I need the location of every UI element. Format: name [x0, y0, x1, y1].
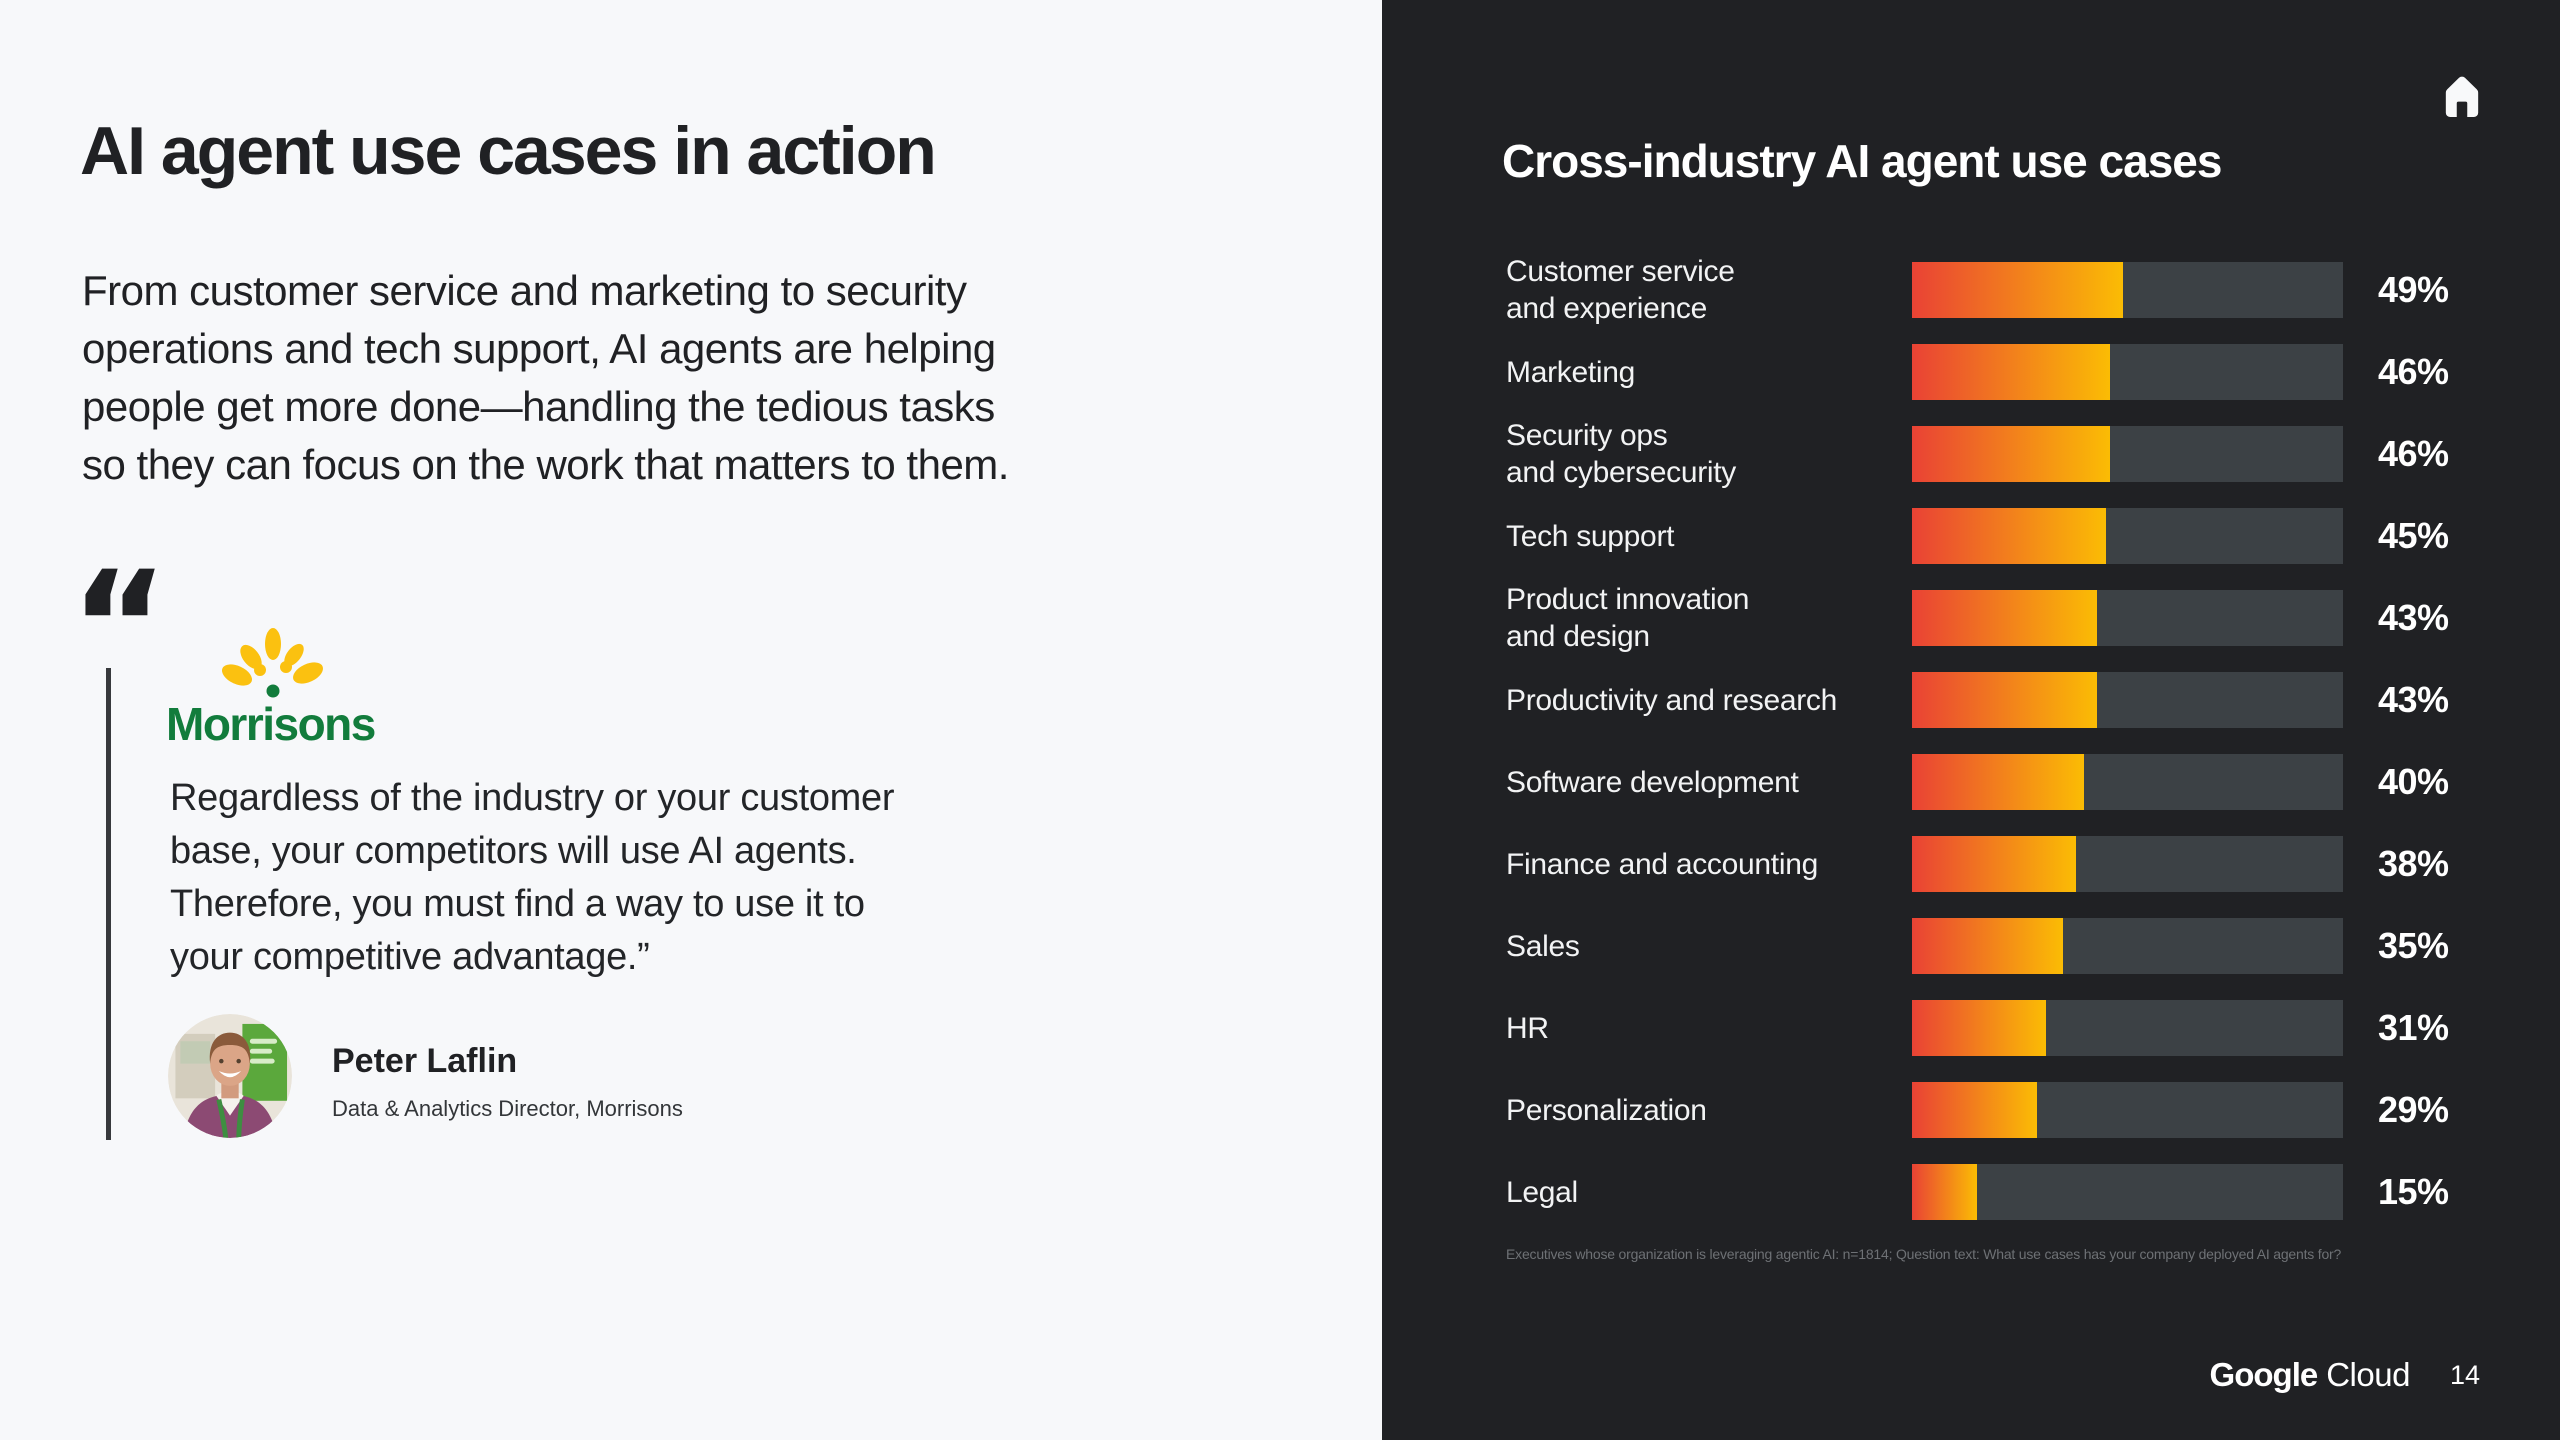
google-cloud-logo: Google Cloud	[2209, 1356, 2411, 1394]
bar-category-label: Sales	[1506, 929, 1580, 963]
footer: Google Cloud 14	[2210, 1356, 2480, 1394]
author-name: Peter Laflin	[332, 1042, 518, 1080]
bar-value: 45%	[2378, 515, 2449, 556]
bar-value: 15%	[2378, 1171, 2449, 1212]
left-panel: AI agent use cases in action From custom…	[70, 113, 1010, 1140]
bar-category-label: Customer service and experience	[1506, 255, 1735, 325]
bar-track	[1912, 262, 2343, 318]
chart-row: HR 31%	[1506, 987, 2506, 1069]
bar-category-label: Marketing	[1506, 355, 1636, 389]
page-title: AI agent use cases in action	[80, 113, 937, 189]
bar-value: 31%	[2378, 1007, 2449, 1048]
bar-value: 29%	[2378, 1089, 2449, 1130]
bar-value: 49%	[2378, 269, 2449, 310]
bar-fill	[1912, 262, 2124, 318]
bar-fill	[1912, 836, 2076, 892]
chart-row: Productivity and research 43%	[1506, 659, 2506, 741]
morrisons-wordmark: Morrisons	[166, 698, 376, 750]
bar-value: 35%	[2378, 925, 2449, 966]
bar-value: 43%	[2378, 679, 2449, 720]
bar-track	[1912, 508, 2343, 564]
bar-track	[1912, 836, 2343, 892]
quote-divider	[106, 668, 111, 1140]
bar-category-label: Software development	[1506, 765, 1799, 799]
bar-category-label: Productivity and research	[1506, 683, 1837, 717]
avatar	[168, 1014, 292, 1138]
bar-value: 40%	[2378, 761, 2449, 802]
bar-track	[1912, 918, 2343, 974]
bar-track	[1912, 590, 2343, 646]
bar-category-label: Product innovation and design	[1506, 583, 1750, 653]
bar-category-label: Security ops and cybersecurity	[1506, 419, 1737, 489]
bar-fill	[1912, 508, 2106, 564]
chart-footnote: Executives whose organization is leverag…	[1506, 1246, 2342, 1262]
bar-fill	[1912, 754, 2085, 810]
intro-paragraph: From customer service and marketing to s…	[82, 267, 1009, 488]
brand-light: Cloud	[2326, 1356, 2410, 1393]
bar-track	[1912, 1082, 2343, 1138]
bar-chart: Customer service and experience 49% Market…	[1506, 249, 2506, 1233]
chart-panel: Cross-industry AI agent use cases Custom…	[1382, 0, 2560, 1440]
bar-value: 46%	[2378, 351, 2449, 392]
bar-track	[1912, 1000, 2343, 1056]
quote-icon: “	[70, 540, 169, 714]
morrisons-tree-icon	[222, 628, 323, 698]
chart-row: Marketing 46%	[1506, 331, 2506, 413]
bar-fill	[1912, 1000, 2046, 1056]
author-role: Data & Analytics Director, Morrisons	[332, 1096, 683, 1121]
home-icon[interactable]	[2444, 76, 2480, 118]
chart-row: Customer service and experience 49%	[1506, 249, 2506, 331]
chart-row: Security ops and cybersecurity 46%	[1506, 413, 2506, 495]
bar-value: 38%	[2378, 843, 2449, 884]
bar-track	[1912, 1164, 2343, 1220]
chart-row: Personalization 29%	[1506, 1069, 2506, 1151]
bar-value: 43%	[2378, 597, 2449, 638]
page-number: 14	[2449, 1359, 2480, 1390]
chart-row: Tech support 45%	[1506, 495, 2506, 577]
chart-row: Product innovation and design 43%	[1506, 577, 2506, 659]
chart-row: Sales 35%	[1506, 905, 2506, 987]
bar-fill	[1912, 1164, 1977, 1220]
bar-fill	[1912, 590, 2098, 646]
bar-fill	[1912, 1082, 2037, 1138]
bar-track	[1912, 754, 2343, 810]
chart-row: Finance and accounting 38%	[1506, 823, 2506, 905]
bar-fill	[1912, 918, 2063, 974]
bar-fill	[1912, 672, 2098, 728]
bar-track	[1912, 672, 2343, 728]
bar-category-label: Personalization	[1506, 1093, 1707, 1127]
chart-row: Legal 15%	[1506, 1151, 2506, 1233]
bar-value: 46%	[2378, 433, 2449, 474]
chart-row: Software development 40%	[1506, 741, 2506, 823]
quote-text: Regardless of the industry or your custo…	[170, 777, 895, 978]
bar-track	[1912, 426, 2343, 482]
bar-fill	[1912, 344, 2111, 400]
brand-bold: Google	[2209, 1356, 2319, 1393]
bar-category-label: Finance and accounting	[1506, 847, 1818, 881]
bar-fill	[1912, 426, 2111, 482]
bar-category-label: Legal	[1506, 1175, 1578, 1209]
morrisons-logo: Morrisons	[166, 626, 426, 751]
bar-track	[1912, 344, 2343, 400]
chart-title: Cross-industry AI agent use cases	[1502, 135, 2222, 187]
bar-category-label: HR	[1506, 1011, 1549, 1045]
bar-category-label: Tech support	[1506, 519, 1675, 553]
